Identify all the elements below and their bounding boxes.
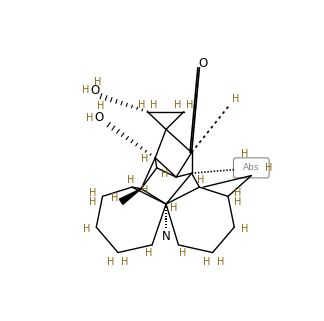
Text: H: H (89, 197, 96, 207)
Text: H: H (82, 85, 89, 95)
Text: H: H (186, 100, 194, 110)
Text: H: H (141, 154, 148, 164)
Text: H: H (145, 248, 152, 258)
Polygon shape (120, 189, 141, 204)
Text: N: N (162, 230, 170, 243)
Text: H: H (97, 101, 105, 111)
Text: Abs: Abs (243, 163, 260, 172)
FancyBboxPatch shape (234, 158, 269, 178)
Text: O: O (94, 111, 103, 124)
Text: H: H (83, 224, 90, 234)
Text: H: H (203, 257, 210, 267)
Text: H: H (161, 169, 168, 179)
Text: H: H (235, 187, 242, 197)
Text: H: H (86, 113, 93, 123)
Text: H: H (142, 185, 149, 195)
Text: H: H (111, 193, 119, 203)
Text: H: H (89, 187, 96, 197)
Text: H: H (179, 248, 186, 258)
Text: H: H (107, 257, 114, 267)
Text: O: O (199, 57, 208, 70)
Text: H: H (241, 224, 248, 234)
Text: H: H (235, 197, 242, 207)
Text: H: H (232, 94, 239, 104)
Text: H: H (150, 100, 157, 110)
Text: H: H (174, 100, 181, 110)
Text: H: H (217, 257, 224, 267)
Text: H: H (265, 163, 272, 173)
Text: H: H (94, 77, 101, 87)
Text: H: H (197, 175, 205, 185)
Text: H: H (127, 175, 134, 185)
Text: H: H (121, 257, 128, 267)
Text: H: H (241, 149, 249, 159)
Text: H: H (138, 100, 145, 110)
Text: H: H (170, 203, 178, 213)
Text: O: O (90, 83, 99, 97)
